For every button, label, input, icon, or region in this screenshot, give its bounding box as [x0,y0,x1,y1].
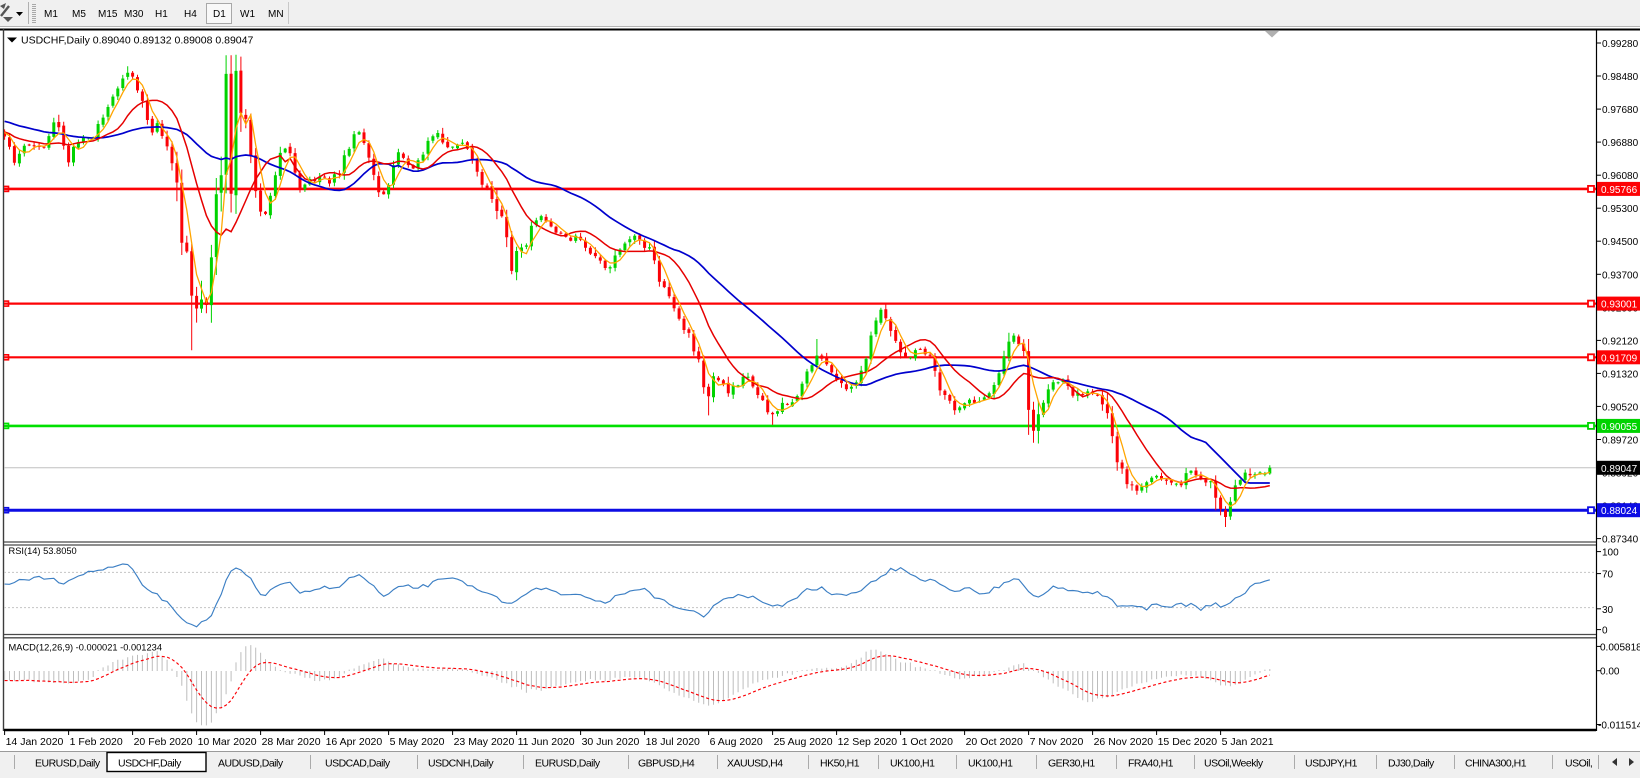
svg-text:UK100,H1: UK100,H1 [890,758,935,770]
svg-text:0.89047: 0.89047 [1601,464,1638,475]
svg-text:H4: H4 [184,9,197,20]
svg-text:0.93001: 0.93001 [1601,300,1638,311]
svg-text:23 May 2020: 23 May 2020 [454,736,515,748]
svg-text:USDCHF,Daily 0.89040 0.89132: USDCHF,Daily 0.89040 0.89132 0.89008 0.8… [21,35,253,47]
svg-text:28 Mar 2020: 28 Mar 2020 [262,736,321,748]
svg-text:100: 100 [1602,548,1619,559]
svg-text:11 Jun 2020: 11 Jun 2020 [518,736,575,748]
svg-text:M5: M5 [72,9,86,20]
svg-text:FRA40,H1: FRA40,H1 [1128,758,1174,770]
svg-text:0.93700: 0.93700 [1602,270,1639,281]
svg-text:0.92120: 0.92120 [1602,336,1639,347]
svg-text:EURUSD,Daily: EURUSD,Daily [535,758,601,770]
svg-text:26 Nov 2020: 26 Nov 2020 [1094,736,1154,748]
svg-text:USDCHF,Daily: USDCHF,Daily [118,758,182,770]
svg-text:0.99280: 0.99280 [1602,39,1639,50]
svg-text:5 Jan 2021: 5 Jan 2021 [1222,736,1274,748]
svg-text:14 Jan 2020: 14 Jan 2020 [6,736,64,748]
svg-text:CHINA300,H1: CHINA300,H1 [1465,758,1527,770]
svg-text:7 Nov 2020: 7 Nov 2020 [1030,736,1084,748]
svg-text:EURUSD,Daily: EURUSD,Daily [35,758,101,770]
svg-text:0.97680: 0.97680 [1602,105,1639,116]
svg-text:15 Dec 2020: 15 Dec 2020 [1158,736,1218,748]
svg-text:25 Aug 2020: 25 Aug 2020 [774,736,833,748]
svg-text:0.96080: 0.96080 [1602,171,1639,182]
svg-text:0.89720: 0.89720 [1602,436,1639,447]
svg-text:-0.011514: -0.011514 [1598,721,1640,732]
svg-text:16 Apr 2020: 16 Apr 2020 [326,736,383,748]
svg-text:0.90055: 0.90055 [1601,422,1638,433]
svg-text:HK50,H1: HK50,H1 [820,758,860,770]
svg-text:0.91320: 0.91320 [1602,369,1639,380]
svg-text:0.96880: 0.96880 [1602,138,1639,149]
svg-text:DJ30,Daily: DJ30,Daily [1388,758,1435,770]
svg-text:UK100,H1: UK100,H1 [968,758,1013,770]
svg-text:MN: MN [268,9,284,20]
svg-text:0.00: 0.00 [1600,667,1620,678]
svg-text:5 May 2020: 5 May 2020 [390,736,445,748]
svg-text:0.87340: 0.87340 [1602,535,1639,546]
svg-text:M15: M15 [98,9,118,20]
svg-text:0.94500: 0.94500 [1602,237,1639,248]
svg-text:0.98480: 0.98480 [1602,72,1639,83]
svg-text:30 Jun 2020: 30 Jun 2020 [582,736,640,748]
svg-text:1 Feb 2020: 1 Feb 2020 [70,736,123,748]
svg-text:M30: M30 [124,9,144,20]
svg-text:0.95766: 0.95766 [1601,185,1638,196]
svg-text:0: 0 [1602,626,1608,637]
svg-text:USDJPY,H1: USDJPY,H1 [1305,758,1358,770]
svg-text:GBPUSD,H4: GBPUSD,H4 [638,758,695,770]
svg-text:6 Aug 2020: 6 Aug 2020 [710,736,763,748]
svg-text:1 Oct 2020: 1 Oct 2020 [902,736,954,748]
svg-text:30: 30 [1602,605,1614,616]
svg-text:0.95300: 0.95300 [1602,204,1639,215]
svg-text:RSI(14) 53.8050: RSI(14) 53.8050 [9,546,77,556]
svg-text:USDCNH,Daily: USDCNH,Daily [428,758,494,770]
svg-text:M1: M1 [44,9,58,20]
svg-text:W1: W1 [240,9,255,20]
svg-text:0.90520: 0.90520 [1602,402,1639,413]
svg-text:12 Sep 2020: 12 Sep 2020 [838,736,898,748]
svg-text:20 Feb 2020: 20 Feb 2020 [134,736,193,748]
svg-text:D1: D1 [213,9,226,20]
svg-text:XAUUSD,H4: XAUUSD,H4 [727,758,783,770]
svg-text:0.88024: 0.88024 [1601,506,1638,517]
svg-text:USOil,: USOil, [1565,758,1592,770]
svg-text:10 Mar 2020: 10 Mar 2020 [198,736,257,748]
svg-text:USOil,Weekly: USOil,Weekly [1204,758,1264,770]
svg-text:H1: H1 [155,9,168,20]
svg-text:0.005818: 0.005818 [1600,642,1640,653]
svg-text:70: 70 [1602,570,1614,581]
svg-text:USDCAD,Daily: USDCAD,Daily [325,758,391,770]
svg-text:MACD(12,26,9) -0.000021 -0.001: MACD(12,26,9) -0.000021 -0.001234 [9,643,163,653]
svg-text:AUDUSD,Daily: AUDUSD,Daily [218,758,284,770]
svg-text:20 Oct 2020: 20 Oct 2020 [966,736,1023,748]
svg-text:GER30,H1: GER30,H1 [1048,758,1095,770]
svg-text:0.91709: 0.91709 [1601,353,1638,364]
svg-text:18 Jul 2020: 18 Jul 2020 [646,736,700,748]
